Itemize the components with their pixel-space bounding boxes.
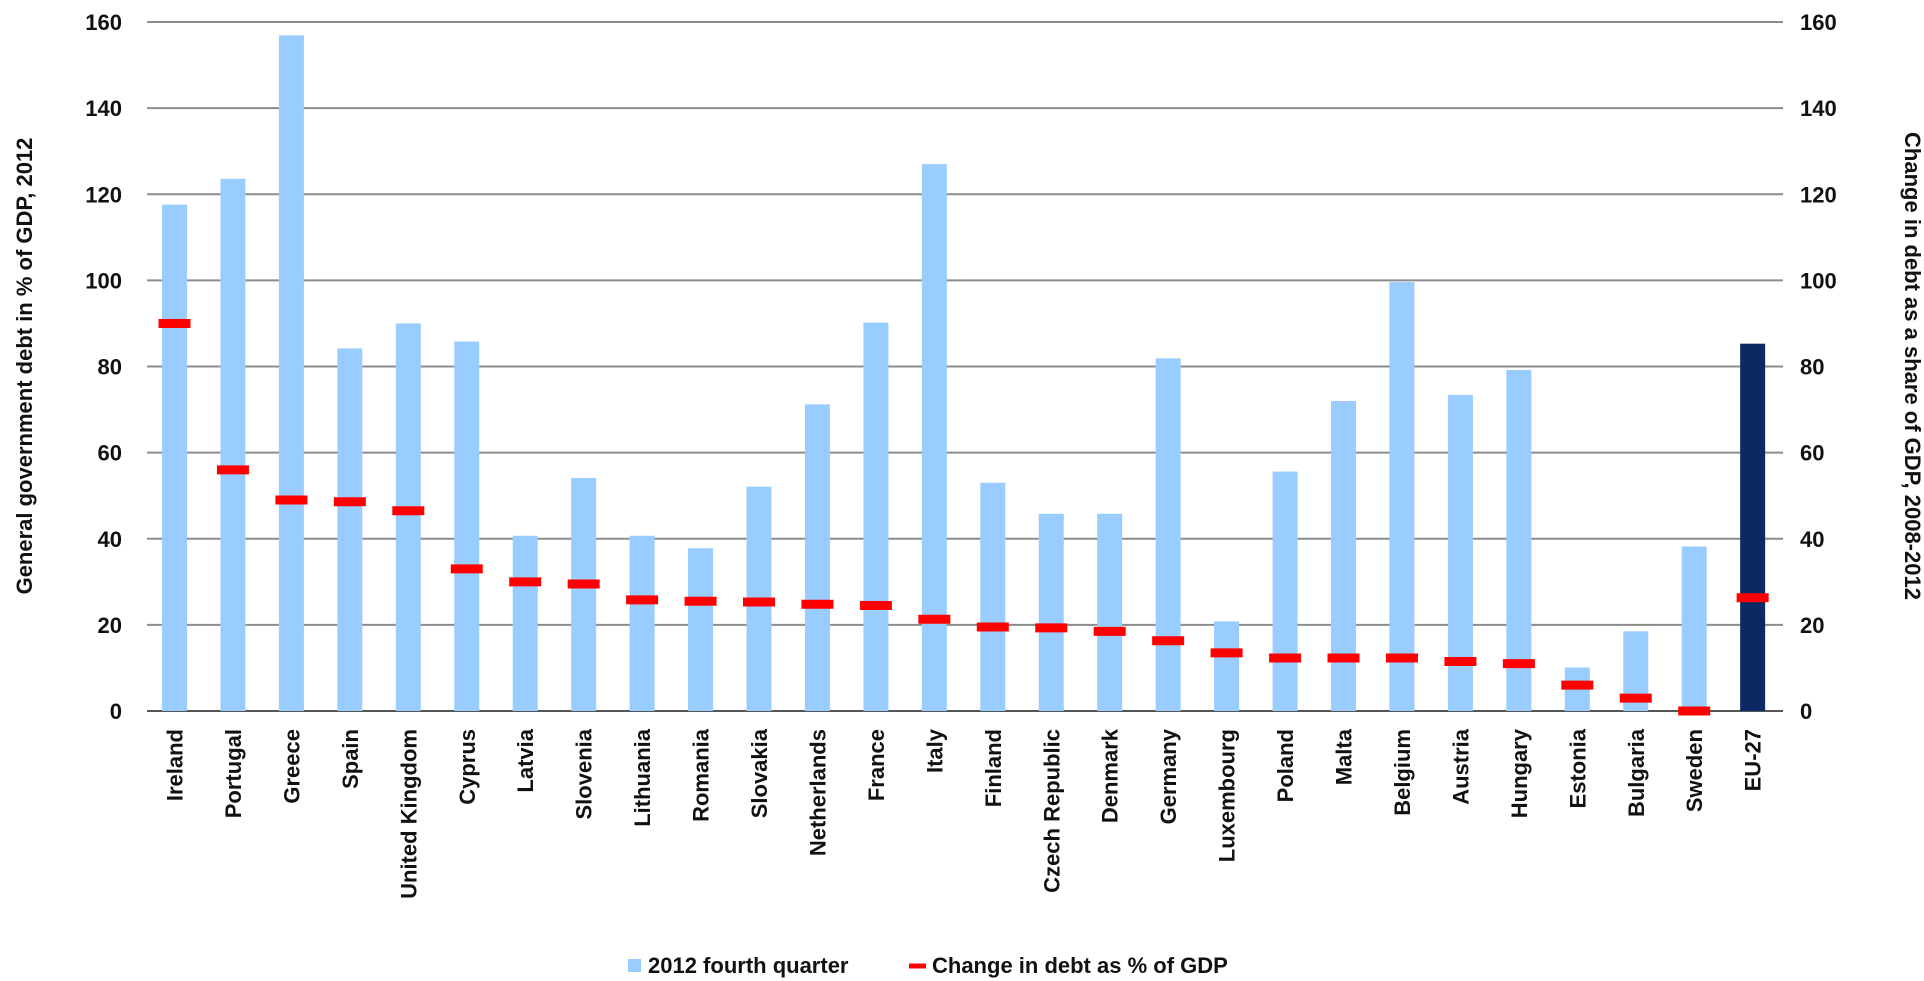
bar-spain xyxy=(337,348,363,711)
bar-cyprus xyxy=(454,341,480,711)
legend-label-change: Change in debt as % of GDP xyxy=(932,953,1228,978)
category-label: Belgium xyxy=(1390,729,1415,816)
category-label: EU-27 xyxy=(1741,729,1766,791)
bar-malta xyxy=(1331,400,1356,711)
bar-sweden xyxy=(1681,546,1707,711)
legend-swatch-bars xyxy=(628,959,641,972)
bar-belgium xyxy=(1389,282,1415,711)
category-label: Greece xyxy=(279,729,304,804)
category-label: Cyprus xyxy=(455,729,480,805)
bar-germany xyxy=(1155,358,1181,711)
category-label: Latvia xyxy=(513,728,538,792)
y2-tick-label: 160 xyxy=(1800,10,1837,35)
y-tick-label: 60 xyxy=(98,441,122,466)
y2-tick-label: 120 xyxy=(1800,182,1837,207)
bar-italy xyxy=(921,164,947,711)
category-label: Hungary xyxy=(1507,728,1532,818)
category-label: Malta xyxy=(1332,728,1357,785)
category-label: Bulgaria xyxy=(1624,728,1649,817)
y-tick-label: 100 xyxy=(85,268,122,293)
category-label: Austria xyxy=(1448,728,1473,805)
bar-hungary xyxy=(1506,369,1532,711)
bar-united-kingdom xyxy=(395,323,421,711)
category-label: France xyxy=(864,729,889,801)
y2-tick-label: 80 xyxy=(1800,355,1824,380)
bar-netherlands xyxy=(804,404,830,711)
bar-poland xyxy=(1272,471,1298,711)
bar-portugal xyxy=(220,178,246,711)
bar-latvia xyxy=(512,535,538,711)
bar-romania xyxy=(688,548,714,711)
legend-label-bars: 2012 fourth quarter xyxy=(648,953,849,978)
bar-france xyxy=(863,322,889,711)
category-label: Finland xyxy=(981,729,1006,807)
bar-lithuania xyxy=(629,535,655,711)
category-label: Lithuania xyxy=(630,728,655,827)
bar-luxembourg xyxy=(1214,621,1240,711)
y-tick-label: 160 xyxy=(85,10,122,35)
y2-tick-label: 20 xyxy=(1800,613,1824,638)
bar-slovenia xyxy=(571,478,597,711)
bar-greece xyxy=(278,35,304,712)
bar-czech-republic xyxy=(1038,513,1064,711)
category-label: United Kingdom xyxy=(396,729,421,899)
y2-tick-label: 0 xyxy=(1800,699,1812,724)
y2-tick-label: 100 xyxy=(1800,268,1837,293)
y-tick-label: 120 xyxy=(85,182,122,207)
category-label: Slovenia xyxy=(572,728,597,819)
category-label: Luxembourg xyxy=(1215,729,1240,862)
category-label: Spain xyxy=(338,729,363,789)
category-label: Denmark xyxy=(1098,728,1123,823)
y-tick-label: 80 xyxy=(98,355,122,380)
category-label: Poland xyxy=(1273,729,1298,802)
y-tick-label: 0 xyxy=(110,699,122,724)
category-label: Italy xyxy=(922,728,947,773)
y-tick-label: 20 xyxy=(98,613,122,638)
category-label: Romania xyxy=(689,728,714,822)
bar-finland xyxy=(980,482,1006,711)
y2-tick-label: 60 xyxy=(1800,441,1824,466)
y-axis-title: General government debt in % of GDP, 201… xyxy=(12,138,37,595)
y2-tick-label: 40 xyxy=(1800,527,1824,552)
category-label: Germany xyxy=(1156,728,1181,824)
category-label: Sweden xyxy=(1682,729,1707,812)
y-tick-label: 40 xyxy=(98,527,122,552)
category-label: Ireland xyxy=(163,729,188,801)
bar-ireland xyxy=(162,204,187,711)
category-label: Czech Republic xyxy=(1039,729,1064,893)
category-label: Netherlands xyxy=(805,729,830,856)
bar-denmark xyxy=(1097,513,1123,711)
y-tick-label: 140 xyxy=(85,96,122,121)
y2-tick-label: 140 xyxy=(1800,96,1837,121)
category-label: Portugal xyxy=(221,729,246,818)
bar-eu-27 xyxy=(1740,343,1766,711)
category-label: Estonia xyxy=(1565,728,1590,808)
y2-axis-title: Change in debt as a share of GDP, 2008-2… xyxy=(1900,132,1924,600)
category-label: Slovakia xyxy=(747,728,772,818)
